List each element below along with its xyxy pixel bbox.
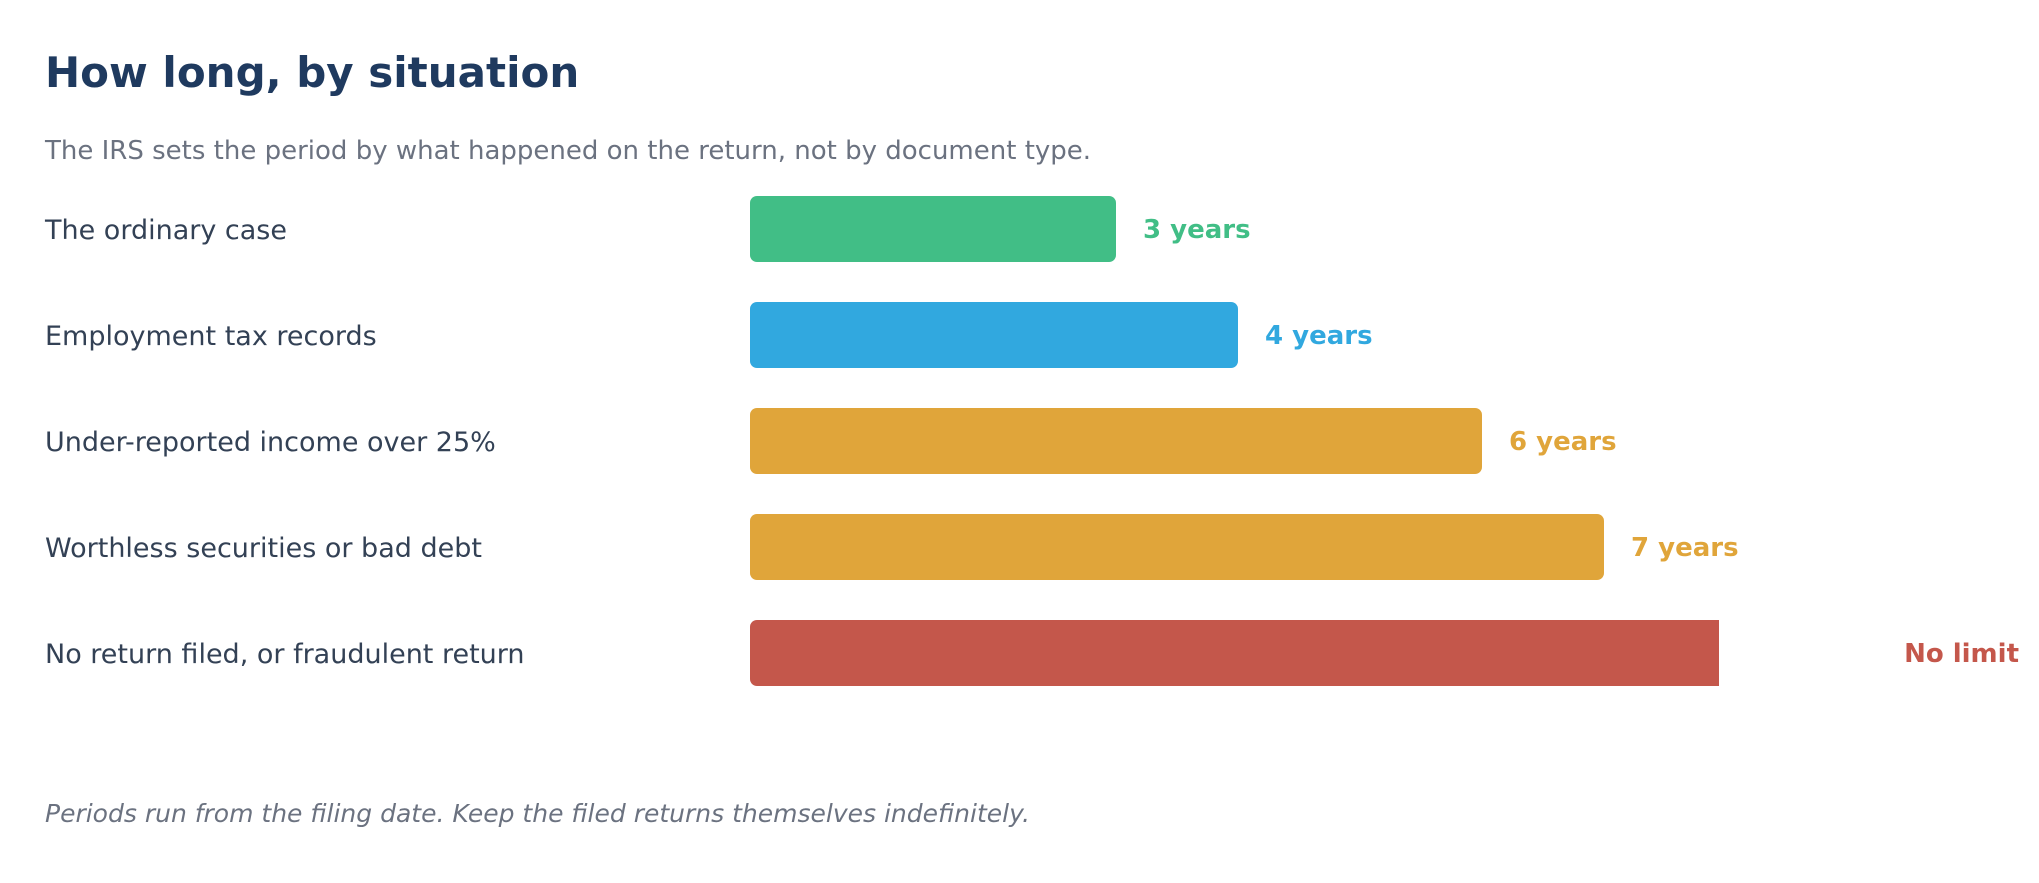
- bar: [750, 514, 1604, 580]
- value-label: 4 years: [1265, 321, 1373, 351]
- bar: [750, 408, 1482, 474]
- bar: [750, 196, 1116, 262]
- category-label: No return filed, or fraudulent return: [45, 639, 525, 670]
- bar: [758, 620, 1719, 686]
- chart-title: How long, by situation: [45, 48, 580, 97]
- value-label: 3 years: [1143, 215, 1251, 245]
- category-label: Under-reported income over 25%: [45, 427, 496, 458]
- category-label: Worthless securities or bad debt: [45, 533, 482, 564]
- category-label: Employment tax records: [45, 321, 377, 352]
- footnote: Periods run from the filing date. Keep t…: [45, 799, 1030, 828]
- category-label: The ordinary case: [44, 215, 287, 246]
- value-label: 7 years: [1631, 533, 1739, 563]
- value-label: 6 years: [1509, 427, 1617, 457]
- chart-subtitle: The IRS sets the period by what happened…: [45, 136, 1092, 166]
- value-label: No limit: [1904, 639, 2019, 669]
- bar: [750, 302, 1238, 368]
